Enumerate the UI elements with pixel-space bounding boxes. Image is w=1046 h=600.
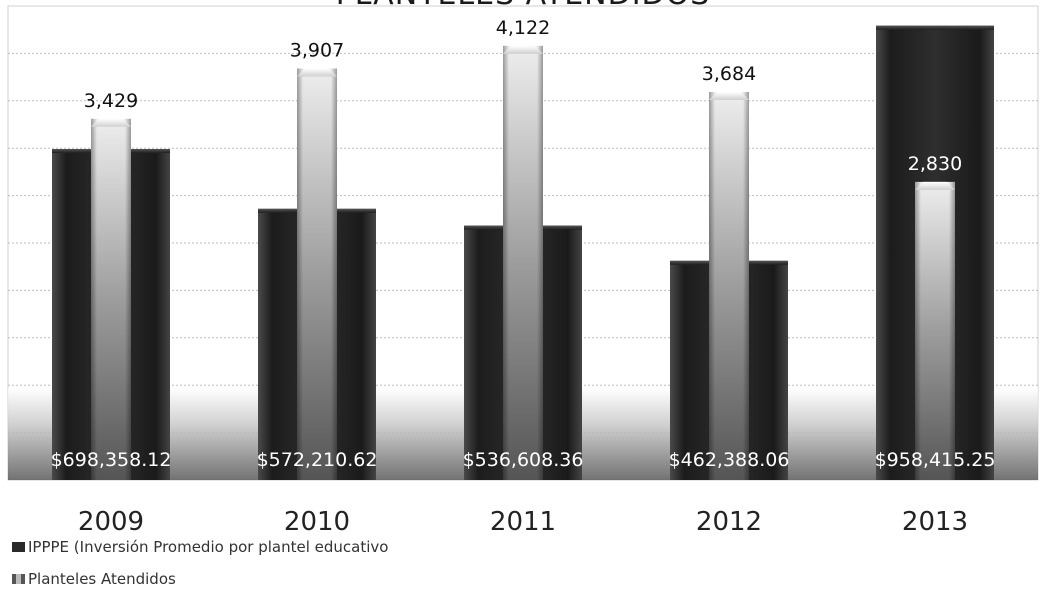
category-label-2009: 2009: [78, 507, 144, 537]
legend-swatch-ipppe: [12, 542, 25, 552]
category-label-2011: 2011: [490, 507, 556, 537]
planteles-bar-cap-2010: [297, 68, 337, 77]
planteles-data-label-2012: 3,684: [702, 63, 756, 85]
planteles-data-label-2010: 3,907: [290, 40, 344, 62]
ipppe-data-label-2010: $572,210.62: [257, 449, 378, 471]
planteles-data-labels: 3,429 3,907 4,122 3,684 2,830: [84, 17, 962, 175]
legend-label-ipppe: IPPPE (Inversión Promedio por plantel ed…: [28, 538, 389, 556]
category-label-2013: 2013: [902, 507, 968, 537]
ipppe-data-label-2012: $462,388.06: [669, 449, 790, 471]
category-label-2010: 2010: [284, 507, 350, 537]
legend-item-ipppe: IPPPE (Inversión Promedio por plantel ed…: [12, 536, 388, 558]
legend-item-planteles: Planteles Atendidos: [12, 568, 388, 590]
planteles-data-label-2009: 3,429: [84, 90, 138, 112]
ipppe-data-label-2013: $958,415.25: [875, 449, 996, 471]
planteles-bar-cap-2012: [709, 91, 749, 100]
planteles-bar-cap-2013: [915, 181, 955, 190]
planteles-series: [91, 45, 955, 481]
legend-label-planteles: Planteles Atendidos: [28, 570, 176, 588]
legend-swatch-planteles: [12, 574, 25, 584]
planteles-data-label-2013: 2,830: [908, 153, 962, 175]
legend: IPPPE (Inversión Promedio por plantel ed…: [12, 536, 388, 600]
planteles-data-label-2011: 4,122: [496, 17, 550, 39]
planteles-bar-cap-2011: [503, 45, 543, 54]
planteles-bar-shade-2009: [91, 118, 131, 481]
planteles-bar-shade-2013: [915, 181, 955, 480]
category-axis-labels: 2009 2010 2011 2012 2013: [78, 507, 968, 537]
planteles-bar-shade-2010: [297, 68, 337, 480]
ipppe-data-label-2011: $536,608.36: [463, 449, 584, 471]
planteles-bar-shade-2012: [709, 92, 749, 480]
ipppe-data-label-2009: $698,358.12: [51, 449, 172, 471]
ipppe-bar-top-2013: [876, 25, 994, 30]
planteles-bar-shade-2011: [503, 45, 543, 481]
category-label-2012: 2012: [696, 507, 762, 537]
planteles-bar-cap-2009: [91, 118, 131, 127]
ipppe-data-labels: $698,358.12 $572,210.62 $536,608.36 $462,38…: [51, 449, 996, 471]
